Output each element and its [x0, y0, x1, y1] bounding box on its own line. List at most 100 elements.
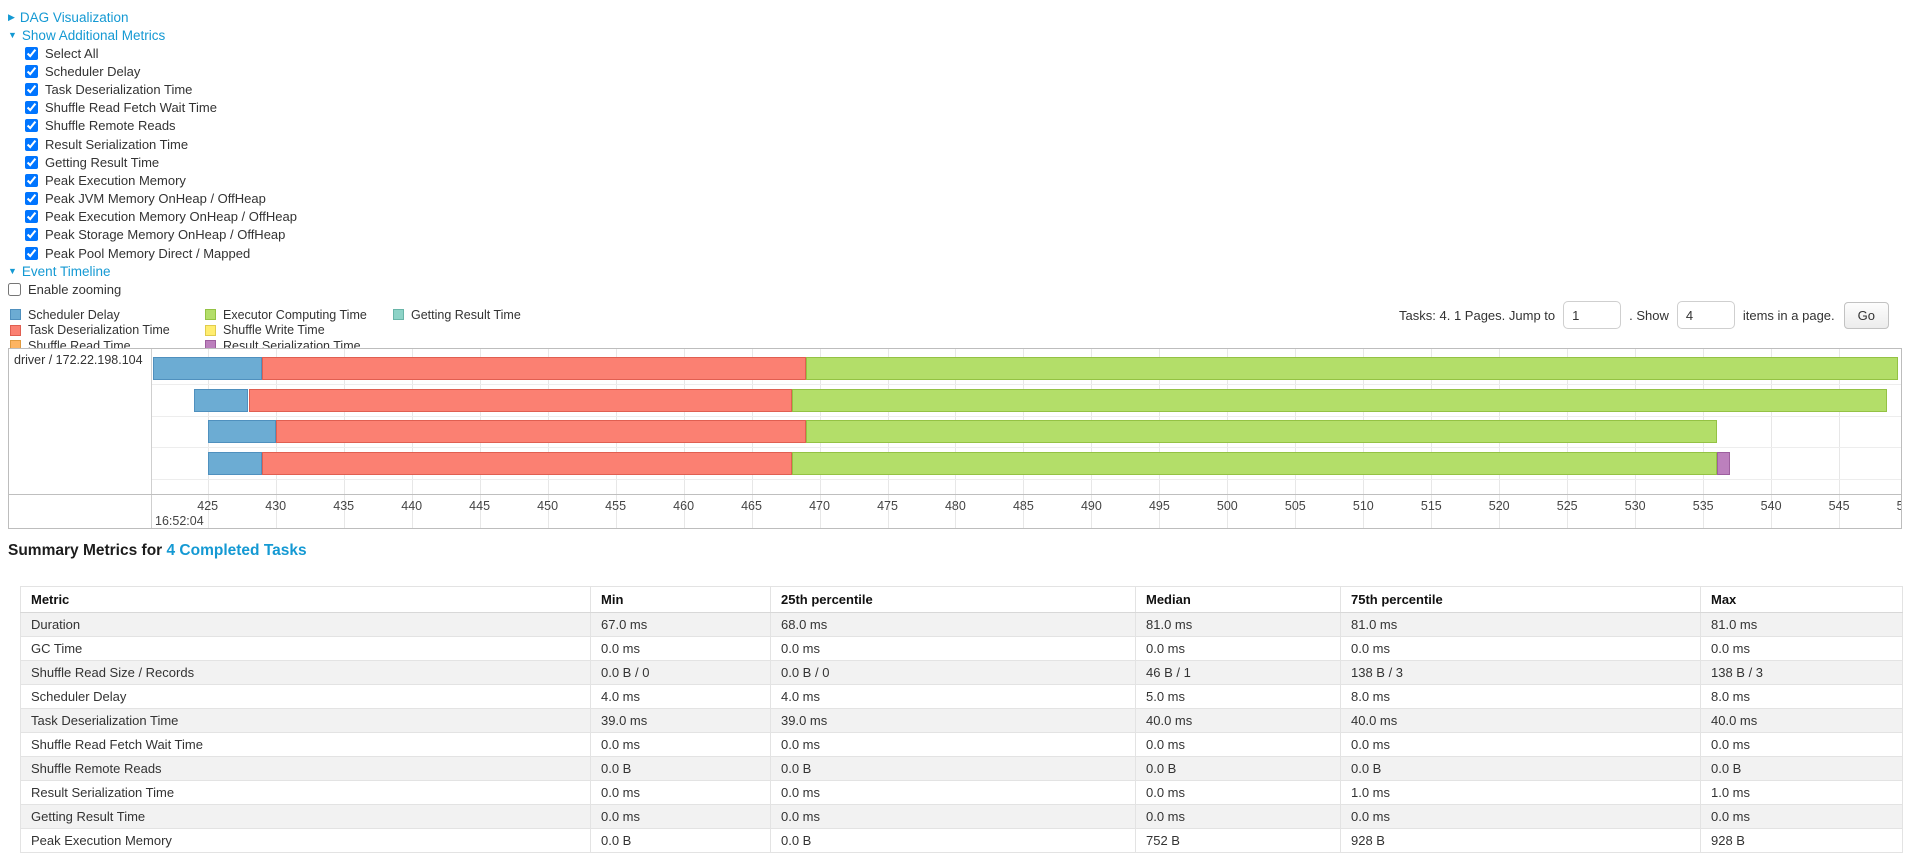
completed-tasks-link[interactable]: 4 Completed Tasks — [166, 542, 307, 559]
axis-tick-label: 480 — [944, 499, 966, 513]
metric-checkbox-label: Task Deserialization Time — [45, 81, 193, 97]
metric-value-cell: 0.0 ms — [1340, 804, 1701, 829]
metric-checkbox-item[interactable]: Peak Pool Memory Direct / Mapped — [25, 244, 297, 262]
metric-value-cell: 0.0 B / 0 — [770, 660, 1136, 685]
axis-tick-label: 530 — [1624, 499, 1646, 513]
task-bar-segment-executor-computing[interactable] — [792, 451, 1717, 475]
metric-checkbox[interactable] — [25, 46, 38, 60]
metric-value-cell: 4.0 ms — [770, 684, 1136, 709]
summary-col-header: Median — [1135, 586, 1341, 613]
task-bar-segment-executor-computing[interactable] — [805, 420, 1717, 443]
legend-item-executor-computing: Executor Computing Time — [205, 307, 393, 323]
enable-zooming-label: Enable zooming — [28, 281, 122, 297]
axis-tick-label: 460 — [673, 499, 695, 513]
metric-checkbox-item[interactable]: Getting Result Time — [25, 153, 297, 171]
axis-tick-label: 495 — [1148, 499, 1170, 513]
summary-metrics-table: Metric Min 25th percentile Median 75th perce… — [20, 586, 1903, 853]
metric-value-cell: 0.0 ms — [590, 636, 771, 661]
task-bar-segment-task-deserialization[interactable] — [262, 451, 793, 475]
task-bar-segment-scheduler-delay[interactable] — [207, 420, 276, 443]
axis-tick-label: 455 — [605, 499, 627, 513]
metric-checkbox-label: Peak JVM Memory OnHeap / OffHeap — [45, 191, 266, 207]
metric-checkbox-item[interactable]: Task Deserialization Time — [25, 80, 297, 98]
metric-value-cell: 39.0 ms — [770, 708, 1136, 733]
metric-checkbox-item[interactable]: Shuffle Read Fetch Wait Time — [25, 99, 297, 117]
summary-col-header: Max — [1700, 586, 1903, 613]
metric-checkbox[interactable] — [25, 173, 38, 187]
metric-checkbox-label: Peak Execution Memory OnHeap / OffHeap — [45, 209, 297, 225]
metric-checkbox-item[interactable]: Peak Execution Memory OnHeap / OffHeap — [25, 208, 297, 226]
executor-computing-swatch-icon — [205, 309, 216, 321]
summary-table-row: Duration 67.0 ms 68.0 ms 81.0 ms 81.0 ms 81.0… — [20, 612, 1903, 637]
timeline-row-separator — [152, 384, 1901, 385]
summary-table-row: Shuffle Read Fetch Wait Time 0.0 ms 0.0 ms… — [20, 732, 1903, 757]
metric-checkbox-item[interactable]: Shuffle Remote Reads — [25, 117, 297, 135]
metric-checkbox-item[interactable]: Select All — [25, 44, 297, 62]
metric-name-cell: Getting Result Time — [20, 804, 591, 829]
show-additional-metrics-toggle[interactable]: ▼ Show Additional Metrics — [8, 26, 297, 44]
summary-col-header: Metric — [20, 586, 591, 613]
jump-to-page-input[interactable] — [1563, 301, 1622, 329]
task-bar-segment-scheduler-delay[interactable] — [207, 451, 263, 475]
axis-tick-label: 490 — [1080, 499, 1102, 513]
metric-value-cell: 46 B / 1 — [1135, 660, 1341, 685]
metric-checkbox-item[interactable]: Scheduler Delay — [25, 62, 297, 80]
metric-checkbox[interactable] — [25, 119, 38, 133]
metric-value-cell: 0.0 ms — [770, 804, 1136, 829]
metric-checkbox[interactable] — [25, 155, 38, 169]
summary-metrics-heading: Summary Metrics for 4 Completed Tasks — [8, 542, 307, 560]
metric-checkbox[interactable] — [25, 228, 38, 242]
timeline-row-separator — [152, 447, 1901, 448]
event-timeline-toggle[interactable]: ▼ Event Timeline — [8, 262, 297, 280]
metric-value-cell: 67.0 ms — [590, 612, 771, 637]
pagination-suffix-text: items in a page. — [1742, 307, 1835, 323]
task-bar-segment-scheduler-delay[interactable] — [194, 388, 249, 412]
metric-value-cell: 0.0 B — [770, 756, 1136, 781]
metric-value-cell: 0.0 ms — [1135, 732, 1341, 757]
task-bar-segment-executor-computing[interactable] — [792, 388, 1887, 412]
summary-title-prefix: Summary Metrics for — [8, 542, 167, 559]
metric-value-cell: 81.0 ms — [1700, 612, 1903, 637]
task-bar-segment-task-deserialization[interactable] — [248, 388, 793, 412]
metric-value-cell: 0.0 ms — [770, 636, 1136, 661]
metric-value-cell: 0.0 B — [1135, 756, 1341, 781]
enable-zooming-checkbox[interactable] — [8, 282, 21, 296]
event-timeline-chart: 425 430 435 440 445 450 455 460 465 470 475 480 485 4… — [8, 348, 1902, 529]
metric-checkbox-item[interactable]: Peak Execution Memory — [25, 171, 297, 189]
metric-value-cell: 0.0 ms — [590, 780, 771, 805]
metric-value-cell: 68.0 ms — [770, 612, 1136, 637]
enable-zooming-option[interactable]: Enable zooming — [8, 280, 297, 298]
metric-checkbox[interactable] — [25, 64, 38, 78]
metric-value-cell: 0.0 ms — [770, 732, 1136, 757]
go-button[interactable]: Go — [1843, 301, 1889, 329]
metric-checkbox[interactable] — [25, 137, 38, 151]
metric-checkbox-item[interactable]: Result Serialization Time — [25, 135, 297, 153]
metric-checkbox-label: Shuffle Remote Reads — [45, 118, 176, 134]
summary-table-row: Getting Result Time 0.0 ms 0.0 ms 0.0 ms 0.0… — [20, 804, 1903, 829]
legend-label: Executor Computing Time — [223, 307, 367, 322]
task-bar-segment-executor-computing[interactable] — [805, 357, 1898, 380]
metric-checkbox-item[interactable]: Peak Storage Memory OnHeap / OffHeap — [25, 226, 297, 244]
timeline-gridline — [1839, 349, 1841, 528]
summary-table-row: GC Time 0.0 ms 0.0 ms 0.0 ms 0.0 ms 0.0 ms — [20, 636, 1903, 661]
task-bar-segment-task-deserialization[interactable] — [275, 420, 806, 443]
scheduler-delay-swatch-icon — [10, 309, 21, 321]
metric-checkbox[interactable] — [25, 210, 38, 224]
task-bar-segment-scheduler-delay[interactable] — [153, 357, 263, 380]
metric-checkbox-label: Peak Storage Memory OnHeap / OffHeap — [45, 227, 286, 243]
metric-checkbox[interactable] — [25, 246, 38, 260]
dag-visualization-toggle[interactable]: ▶ DAG Visualization — [8, 8, 297, 26]
axis-tick-label: 440 — [401, 499, 423, 513]
metric-value-cell: 40.0 ms — [1135, 708, 1341, 733]
task-bar-segment-task-deserialization[interactable] — [262, 357, 806, 380]
legend-label: Getting Result Time — [411, 307, 521, 322]
metric-name-cell: Shuffle Read Size / Records — [20, 660, 591, 685]
metric-checkbox[interactable] — [25, 101, 38, 115]
metric-value-cell: 0.0 B — [590, 756, 771, 781]
metric-checkbox-item[interactable]: Peak JVM Memory OnHeap / OffHeap — [25, 190, 297, 208]
task-bar-segment-result-serialization[interactable] — [1716, 451, 1731, 475]
items-per-page-input[interactable] — [1676, 301, 1735, 329]
metric-checkbox-label: Getting Result Time — [45, 154, 160, 170]
metric-checkbox[interactable] — [25, 82, 38, 96]
metric-checkbox[interactable] — [25, 192, 38, 206]
